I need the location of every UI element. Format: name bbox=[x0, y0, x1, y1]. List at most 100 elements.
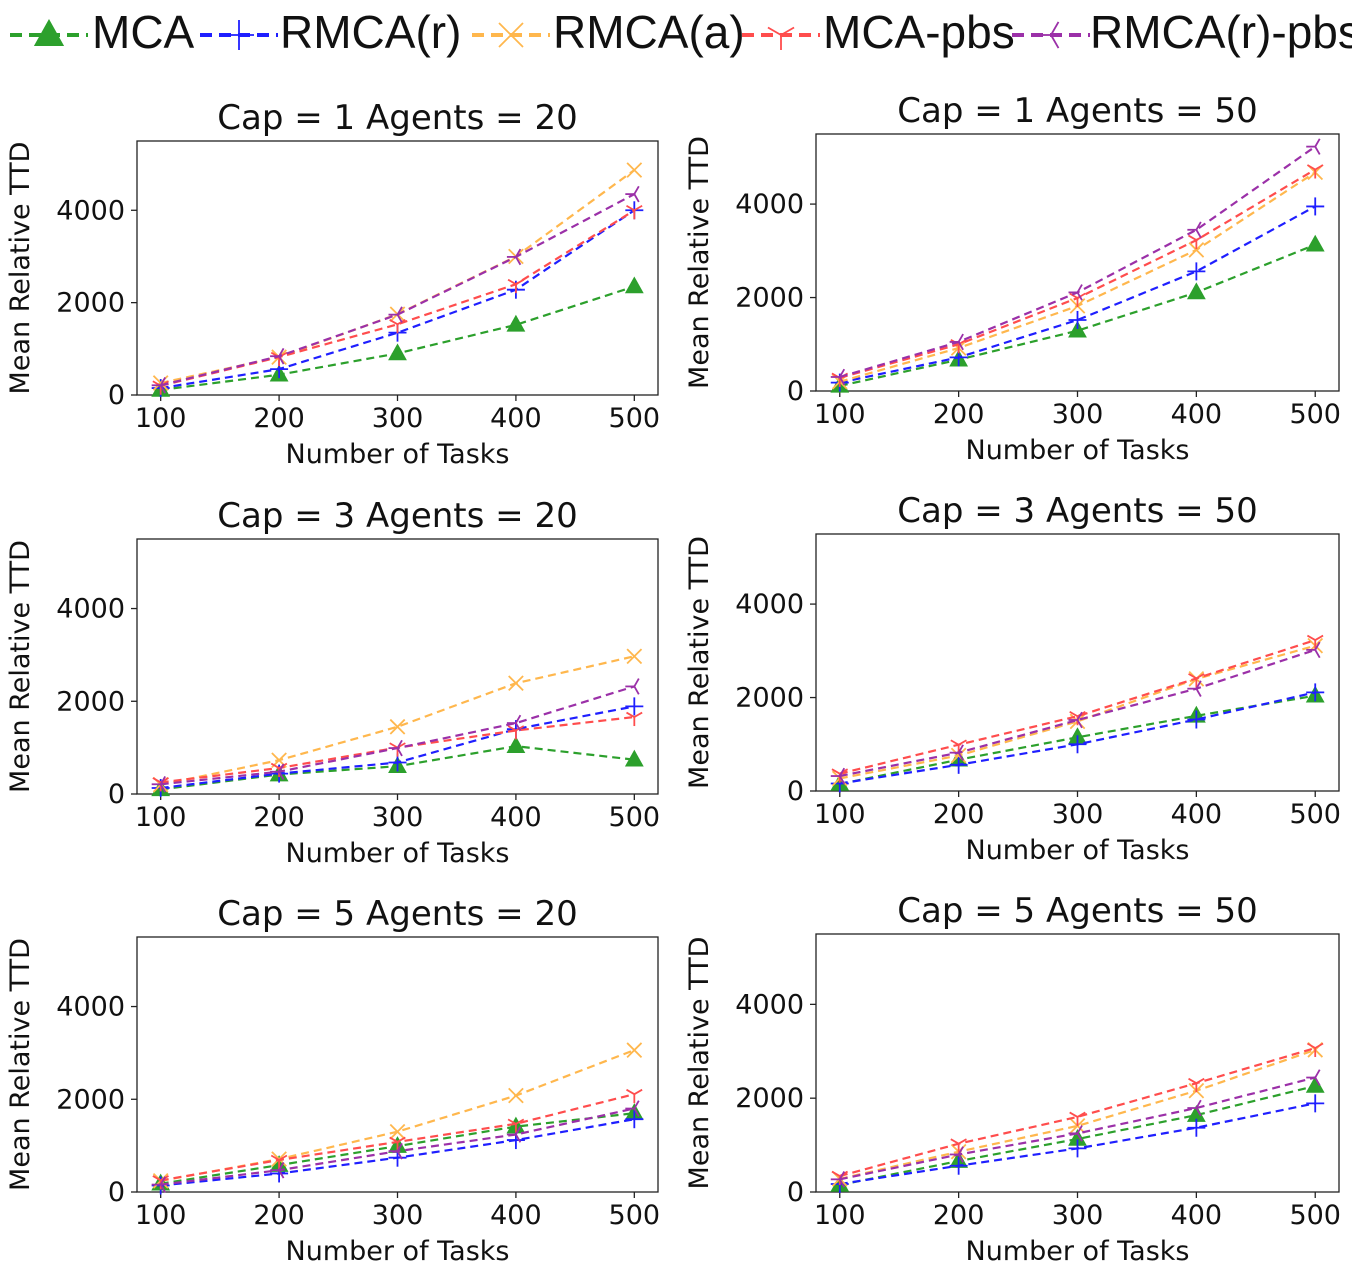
subplot-1: Cap = 1 Agents = 20 100 200 300 400 500 0 2000 4… bbox=[5, 98, 660, 470]
y-tick-label: 2000 bbox=[56, 288, 125, 319]
data-point-rmca-r-pbs bbox=[506, 248, 522, 266]
subplot-6: Cap = 5 Agents = 50 100 200 300 400 500 0 2000 4… bbox=[684, 891, 1341, 1267]
y-tick-label: 4000 bbox=[56, 195, 125, 226]
data-point-rmca-r-pbs bbox=[151, 775, 166, 793]
data-point-rmca-r-pbs bbox=[830, 1171, 846, 1188]
legend-label: RMCA(a) bbox=[553, 6, 745, 58]
legend-item-mca: MCA bbox=[10, 6, 195, 58]
y-tick-label: 0 bbox=[108, 779, 125, 810]
y-tick-label: 2000 bbox=[56, 1084, 125, 1115]
y-axis-label: Mean Relative TTD bbox=[5, 938, 36, 1191]
data-point-rmca-r bbox=[949, 1156, 968, 1175]
series-line-rmca-a bbox=[839, 644, 1316, 780]
x-tick-label: 500 bbox=[1289, 799, 1341, 830]
data-point-mca-pbs bbox=[507, 278, 525, 294]
series-line-rmca-r-pbs bbox=[839, 145, 1316, 379]
data-point-mca-pbs bbox=[507, 1118, 525, 1133]
series-mca-pbs bbox=[152, 204, 643, 395]
x-tick-label: 500 bbox=[609, 1200, 661, 1231]
y-axis-label: Mean Relative TTD bbox=[5, 142, 36, 395]
subplot-5: Cap = 5 Agents = 20 100 200 300 400 500 0 2000 4… bbox=[5, 894, 660, 1267]
data-point-rmca-r-pbs bbox=[1068, 711, 1083, 729]
data-point-mca-pbs bbox=[270, 1154, 288, 1170]
x-axis-label: Number of Tasks bbox=[966, 435, 1190, 466]
data-point-mca bbox=[624, 749, 644, 767]
data-point-rmca-r-pbs bbox=[1187, 1099, 1202, 1117]
series-line-mca bbox=[839, 1084, 1316, 1187]
data-point-mca-pbs bbox=[626, 711, 643, 727]
x-tick-label: 200 bbox=[253, 802, 305, 833]
data-point-mca-pbs bbox=[1069, 1111, 1086, 1126]
data-point-rmca-r-pbs bbox=[151, 377, 166, 394]
data-point-mca-pbs bbox=[1069, 292, 1086, 308]
y-axis-label: Mean Relative TTD bbox=[5, 540, 36, 793]
series-rmca-r bbox=[151, 201, 644, 398]
data-point-rmca-r bbox=[949, 755, 968, 774]
data-point-rmca-r-pbs bbox=[949, 744, 964, 761]
y-tick-label: 0 bbox=[108, 380, 125, 411]
legend-item-mca-pbs: MCA-pbs bbox=[742, 6, 1015, 58]
data-point-rmca-r-pbs bbox=[625, 678, 640, 695]
data-point-rmca-r-pbs bbox=[1187, 221, 1202, 239]
y-tick-label: 4000 bbox=[735, 989, 804, 1020]
y-tick-label: 0 bbox=[787, 776, 804, 807]
series-mca-pbs bbox=[831, 164, 1324, 387]
x-tick-label: 500 bbox=[1289, 1200, 1341, 1231]
axes-frame bbox=[815, 133, 1340, 392]
x-tick-label: 100 bbox=[814, 399, 866, 430]
x-tick-label: 400 bbox=[1171, 399, 1223, 430]
legend-marker-tri-left-icon bbox=[1036, 21, 1060, 49]
series-rmca-r-pbs bbox=[830, 138, 1321, 386]
data-point-rmca-r bbox=[1187, 262, 1206, 281]
x-tick-label: 300 bbox=[1052, 1200, 1104, 1231]
subplot-4: Cap = 3 Agents = 50 100 200 300 400 500 0 2000 4… bbox=[684, 491, 1341, 866]
y-tick-label: 2000 bbox=[735, 683, 804, 714]
data-point-rmca-r-pbs bbox=[506, 714, 522, 732]
data-point-mca-pbs bbox=[1188, 1077, 1205, 1093]
data-point-rmca-r bbox=[625, 1110, 644, 1129]
series-line-mca-pbs bbox=[839, 639, 1316, 775]
data-point-mca bbox=[506, 736, 526, 754]
legend-item-rmca-r: RMCA(r) bbox=[200, 6, 461, 58]
data-point-mca bbox=[506, 314, 526, 332]
legend-item-rmca-r-pbs: RMCA(r)-pbs bbox=[1012, 6, 1352, 58]
data-point-rmca-r-pbs bbox=[506, 1126, 522, 1143]
data-point-mca-pbs bbox=[950, 1138, 967, 1153]
data-point-mca-pbs bbox=[1306, 1042, 1324, 1057]
data-point-rmca-r bbox=[1187, 710, 1206, 729]
data-point-rmca-a bbox=[626, 1042, 643, 1058]
data-point-rmca-r-pbs bbox=[270, 763, 285, 781]
data-point-rmca-r bbox=[625, 697, 644, 716]
data-point-rmca-r-pbs bbox=[625, 1100, 640, 1117]
data-point-rmca-r-pbs bbox=[1306, 138, 1321, 155]
series-line-mca-pbs bbox=[839, 1046, 1316, 1178]
series-line-rmca-r-pbs bbox=[839, 648, 1316, 778]
data-point-rmca-r-pbs bbox=[949, 333, 964, 351]
y-tick-label: 4000 bbox=[56, 992, 125, 1023]
legend-item-rmca-a: RMCA(a) bbox=[472, 6, 745, 58]
x-tick-label: 400 bbox=[490, 1200, 542, 1231]
data-point-mca bbox=[1305, 234, 1325, 252]
y-tick-label: 4000 bbox=[735, 189, 804, 220]
x-tick-label: 200 bbox=[933, 799, 985, 830]
series-line-rmca-r bbox=[160, 209, 635, 390]
x-axis-label: Number of Tasks bbox=[286, 1236, 510, 1267]
y-tick-label: 0 bbox=[787, 1177, 804, 1208]
data-point-rmca-r-pbs bbox=[1306, 641, 1321, 659]
subplot-3: Cap = 3 Agents = 20 100 200 300 400 500 0 2000 4… bbox=[5, 496, 660, 869]
x-tick-label: 400 bbox=[490, 802, 542, 833]
x-tick-label: 300 bbox=[372, 802, 424, 833]
subplot-title: Cap = 3 Agents = 50 bbox=[897, 491, 1257, 531]
series-line-mca bbox=[839, 243, 1316, 387]
x-tick-label: 400 bbox=[1171, 799, 1223, 830]
x-axis-label: Number of Tasks bbox=[286, 439, 510, 470]
subplot-title: Cap = 3 Agents = 20 bbox=[217, 496, 577, 536]
legend-label: RMCA(r)-pbs bbox=[1090, 6, 1352, 58]
y-tick-label: 2000 bbox=[735, 283, 804, 314]
series-line-rmca-a bbox=[839, 1048, 1316, 1180]
x-tick-label: 100 bbox=[135, 1200, 187, 1231]
series-rmca-r-pbs bbox=[151, 678, 640, 793]
y-tick-label: 4000 bbox=[56, 594, 125, 625]
legend-marker-x-icon bbox=[498, 22, 524, 48]
x-tick-label: 100 bbox=[135, 403, 187, 434]
